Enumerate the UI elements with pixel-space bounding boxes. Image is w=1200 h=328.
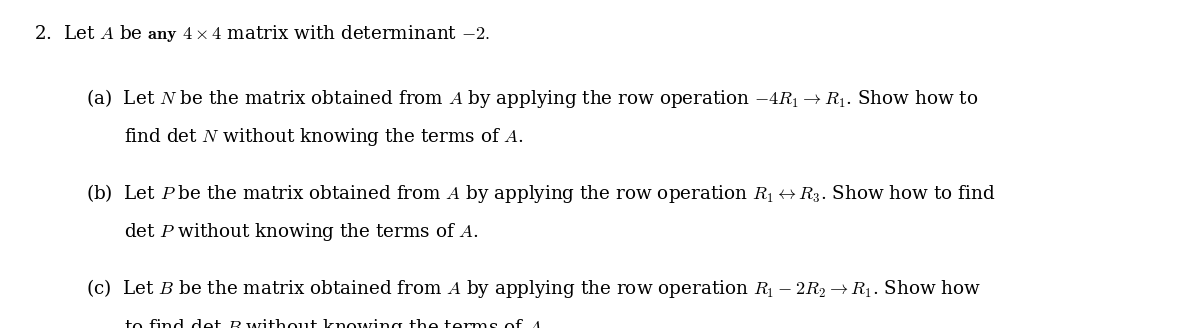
Text: (a)  Let $N$ be the matrix obtained from $A$ by applying the row operation $-4R_: (a) Let $N$ be the matrix obtained from …	[86, 87, 979, 110]
Text: (c)  Let $B$ be the matrix obtained from $A$ by applying the row operation $R_1 : (c) Let $B$ be the matrix obtained from …	[86, 277, 982, 300]
Text: 2.  Let $A$ be $\mathbf{any}$ $4 \times 4$ matrix with determinant $-2.$: 2. Let $A$ be $\mathbf{any}$ $4 \times 4…	[34, 23, 490, 44]
Text: find det $N$ without knowing the terms of $A$.: find det $N$ without knowing the terms o…	[124, 126, 523, 148]
Text: (b)  Let $P$ be the matrix obtained from $A$ by applying the row operation $R_1 : (b) Let $P$ be the matrix obtained from …	[86, 182, 996, 205]
Text: to find det $B$ without knowing the terms of $A$.: to find det $B$ without knowing the term…	[124, 317, 547, 328]
Text: det $P$ without knowing the terms of $A$.: det $P$ without knowing the terms of $A$…	[124, 221, 479, 243]
